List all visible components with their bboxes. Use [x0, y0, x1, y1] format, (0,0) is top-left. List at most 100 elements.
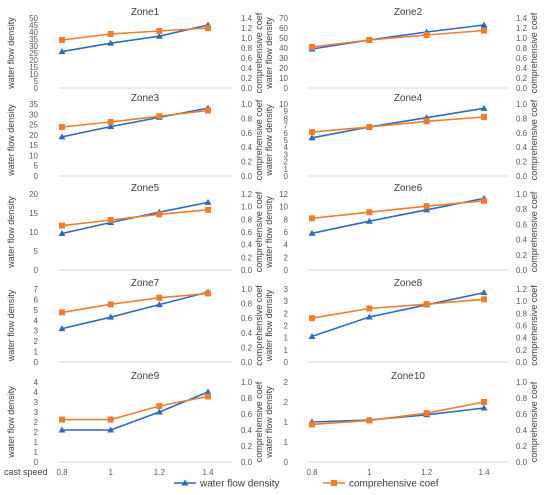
zone5-right-tick-label: 1.2 — [241, 190, 253, 199]
zone7-left-tick-label: 6 — [34, 295, 39, 304]
zone7-left-tick-label: 2 — [34, 337, 39, 346]
zone9-right-tick-label: 0.8 — [241, 394, 253, 403]
zone8-left-tick-label: 1 — [284, 334, 289, 343]
zone4-water-flow-density-point — [308, 134, 316, 141]
zone7-left-tick-label: 7 — [34, 285, 39, 294]
zone7-right-tick-label: 0.8 — [241, 300, 253, 309]
zone10-comprehensive-coef-point — [309, 421, 315, 428]
zone10-comprehensive-coef-line — [311, 401, 485, 426]
zone9-right-axis-title: comprehensive coef — [254, 381, 264, 462]
zone4-right-tick-label: 0.0 — [516, 172, 528, 181]
zone3-comprehensive-coef-line — [61, 109, 209, 128]
zone3-comprehensive-coef-point — [107, 119, 114, 125]
zone9-left-tick-label: 2 — [34, 428, 39, 437]
zone2-left-tick-label: 0 — [284, 84, 289, 93]
zone9-x-tick-label: 0.8 — [56, 468, 68, 477]
zone4-right-tick-label: 0.2 — [516, 158, 528, 167]
zone1-right-tick-label: 0.0 — [241, 84, 253, 93]
zone2-right-tick-label: 1.2 — [516, 24, 528, 33]
zone7-right-tick-label: 0.4 — [241, 329, 253, 338]
zone2-title: Zone2 — [394, 7, 423, 18]
zone3-left-axis-title: water flow density — [6, 104, 16, 177]
zone4-left-tick-label: 5 — [284, 136, 289, 145]
zone1-comprehensive-coef-point — [59, 37, 65, 43]
zone4-left-tick-label: 7 — [284, 122, 289, 131]
zone1-water-flow-density-point — [107, 39, 115, 46]
zone3-left-tick-label: 20 — [29, 131, 38, 140]
zone1-water-flow-density-line — [61, 24, 209, 53]
zone8-right-tick-label: 0.4 — [516, 334, 528, 343]
zone8-left-tick-label: 1 — [284, 346, 289, 355]
zone10-left-tick-label: 2 — [284, 378, 289, 387]
zone1-left-tick-label: 5 — [34, 77, 39, 86]
zone3-right-tick-label: 0.2 — [241, 158, 253, 167]
zone8-right-tick-label: 0.0 — [516, 358, 528, 367]
zone6-comprehensive-coef-point — [481, 197, 487, 204]
zone1-right-tick-label: 0.6 — [241, 54, 253, 63]
zone9-water-flow-density-line — [62, 391, 209, 431]
zone5-left-tick-label: 10 — [29, 228, 38, 237]
legend-water-flow-density-label: water flow density — [199, 479, 279, 490]
zone8-comprehensive-coef-point — [481, 296, 487, 303]
zone5-left-tick-label: 20 — [29, 190, 38, 199]
zone7-water-flow-density-line — [61, 291, 209, 330]
zone2-left-tick-label: 30 — [279, 54, 288, 63]
zone7-comprehensive-coef-point — [156, 294, 163, 301]
zone1-left-tick-label: 0 — [34, 84, 39, 93]
zone2-left-tick-label: 10 — [279, 74, 288, 83]
zone1-left-tick-label: 15 — [29, 63, 38, 72]
zone6-right-tick-label: 0.8 — [516, 205, 528, 214]
zone1-water-flow-density-point — [155, 32, 163, 39]
zone1-left-tick-label: 40 — [29, 28, 38, 37]
zone4-left-tick-label: 3 — [284, 150, 289, 159]
zone3-left-tick-label: 0 — [34, 172, 39, 181]
zone2-left-tick-label: 50 — [279, 34, 288, 43]
zone6-right-tick-label: 0.0 — [516, 266, 528, 275]
zone7-comprehensive-coef-point — [107, 301, 114, 308]
zone7-right-tick-label: 0.2 — [241, 343, 253, 352]
zone9-left-tick-label: 3 — [34, 408, 39, 417]
zone4-title: Zone4 — [394, 93, 423, 104]
zone8-comprehensive-coef-point — [366, 305, 373, 312]
zone4-right-tick-label: 0.8 — [516, 114, 528, 123]
zone1-right-tick-label: 0.8 — [241, 44, 253, 53]
zone9-water-flow-density-point — [107, 426, 115, 433]
zone9-right-tick-label: 0.4 — [241, 426, 253, 435]
zone1-right-tick-label: 1.0 — [241, 34, 253, 43]
zone10-left-tick-label: 1 — [284, 438, 289, 447]
zone1-left-tick-label: 25 — [29, 49, 38, 58]
zone5-right-tick-label: 0.8 — [241, 215, 253, 224]
zone5-water-flow-density-point — [58, 230, 66, 237]
zone9-water-flow-density-point — [155, 408, 163, 415]
zone7-left-axis-title: water flow density — [6, 289, 16, 362]
zone5-right-axis-title: comprehensive coef — [254, 191, 264, 272]
zone3-right-axis-title: comprehensive coef — [254, 99, 264, 180]
zone5-comprehensive-coef-point — [156, 211, 163, 218]
zone1-right-axis-title: comprehensive coef — [254, 12, 264, 93]
zone9-right-tick-label: 1.0 — [241, 378, 253, 387]
zone6-right-tick-label: 1.0 — [516, 190, 528, 199]
zone5-water-flow-density-point — [204, 198, 212, 205]
zone8-water-flow-density-point — [365, 313, 373, 320]
zone8-left-tick-label: 3 — [284, 285, 289, 294]
zone5-comprehensive-coef-line — [61, 209, 209, 227]
zone2-water-flow-density-line — [311, 24, 485, 50]
zone8-left-tick-label: 2 — [284, 309, 289, 318]
zone7-left-tick-label: 1 — [34, 348, 39, 357]
zone8-comprehensive-coef-line — [311, 298, 485, 319]
zone3-water-flow-density-point — [58, 133, 66, 140]
zone10-left-tick-label: 0 — [284, 458, 289, 467]
zone9-water-flow-density-point — [58, 426, 66, 433]
zone2-right-tick-label: 0.4 — [516, 64, 528, 73]
zone8-right-axis-title: comprehensive coef — [529, 285, 539, 366]
zone4-comprehensive-coef-point — [366, 124, 373, 131]
zone6-title: Zone6 — [394, 183, 423, 194]
zone1-comprehensive-coef-line — [61, 27, 209, 41]
zone2-right-axis-title: comprehensive coef — [529, 12, 539, 93]
zone3-left-tick-label: 35 — [29, 100, 38, 109]
zone10-right-tick-label: 0.4 — [516, 426, 528, 435]
zone3-comprehensive-coef-point — [205, 107, 211, 114]
legend-comprehensive-coef-marker — [331, 480, 337, 486]
zone2-comprehensive-coef-point — [423, 32, 430, 38]
